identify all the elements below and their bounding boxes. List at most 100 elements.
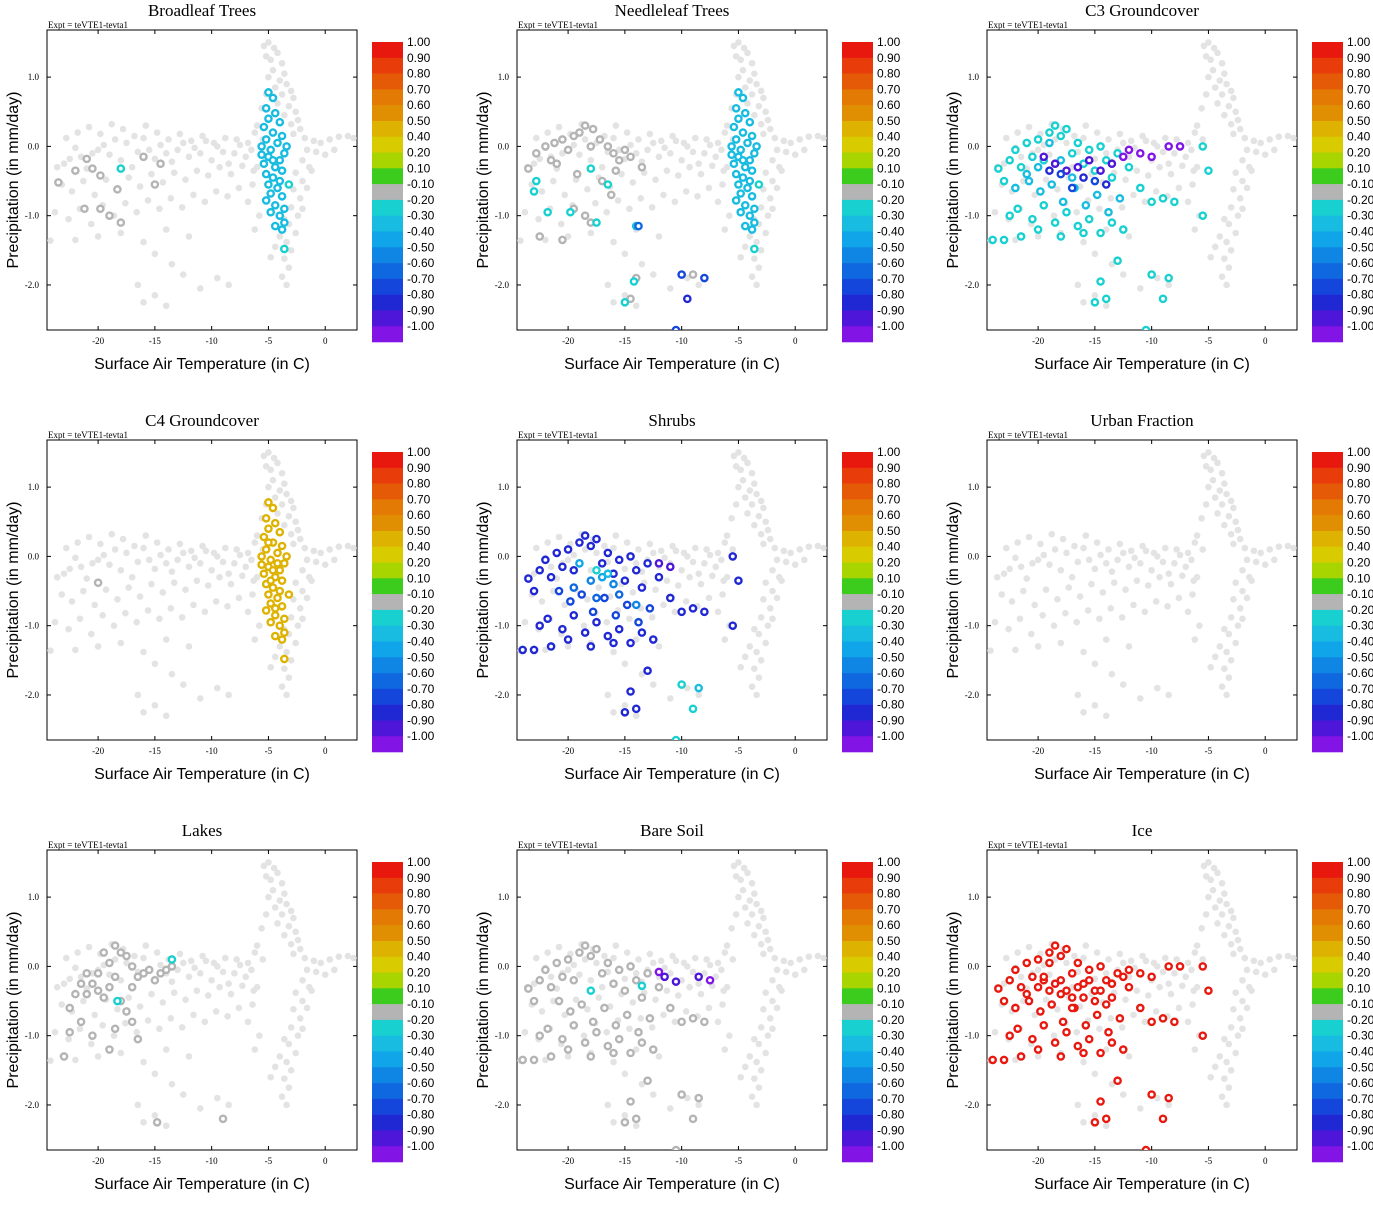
data-point [750,149,759,158]
data-point [988,1055,997,1065]
data-point [1118,1045,1128,1054]
colorbar-label: -0.80 [877,698,905,712]
background-point [1125,973,1133,981]
background-point [214,1094,221,1102]
data-point [609,1048,618,1058]
data-point [1084,975,1094,985]
data-point [1062,944,1071,954]
background-point [133,208,141,216]
y-axis-label: Precipitation (in mm/day) [5,502,22,679]
background-point [778,167,785,174]
data-point [643,969,652,978]
background-point [270,864,278,872]
background-point [1050,622,1058,629]
background-point [1068,163,1076,171]
data-point [569,610,579,620]
colorbar-swatch [842,877,873,894]
y-tick-label: -1.0 [25,1031,40,1041]
colorbar-swatch [372,515,403,532]
data-point [1050,941,1060,950]
background-point [1159,148,1167,156]
data-point [1067,173,1077,182]
colorbar-label: -0.90 [1347,303,1373,317]
background-point [1119,271,1127,278]
background-point [561,1011,568,1019]
background-point [1016,615,1024,623]
data-point [1124,965,1134,975]
data-point [1107,993,1117,1002]
background-point [140,1058,147,1066]
data-point [1013,1024,1022,1034]
data-point [563,635,573,644]
background-point [1205,39,1212,46]
colorbar-swatch [372,57,403,74]
colorbar-label: 0.70 [407,492,431,506]
background-point [1232,1049,1239,1057]
data-point [597,176,607,186]
background-point [72,236,79,244]
colorbar-label: -1.00 [1347,729,1373,743]
data-point [277,225,287,234]
background-point [269,66,277,74]
plot-area [986,29,1298,331]
background-point [1105,956,1112,963]
background-point [159,179,167,186]
background-point [1216,233,1224,240]
colorbar: 1.000.900.800.700.600.500.400.200.10-0.1… [372,35,435,343]
background-point [701,150,708,157]
background-point [148,990,155,998]
background-point [87,220,95,228]
background-point [660,191,667,199]
background-point [256,622,263,629]
background-point [1230,504,1237,512]
background-point [1082,122,1090,129]
colorbar-label: -0.10 [407,997,435,1011]
data-point [643,1076,652,1086]
background-point [714,549,722,557]
background-point [1164,602,1171,610]
background-point [170,579,178,587]
background-point [705,594,713,602]
background-point [296,1015,304,1022]
data-point [122,951,131,961]
background-point [51,1028,59,1036]
colorbar-swatch [1312,1019,1343,1036]
background-point [638,670,646,678]
background-point [1239,997,1246,1005]
plot-area [46,29,358,331]
background-point [225,1101,232,1109]
background-point [326,956,334,963]
y-tick-label: 0.0 [498,141,510,151]
background-point [1080,238,1087,246]
background-point [140,708,147,716]
background-point [1034,966,1042,974]
background-point [1191,949,1199,956]
background-point [224,602,231,610]
colorbar-label: 0.70 [1347,902,1371,916]
background-point [661,554,668,562]
data-point [1113,969,1122,978]
background-point [1205,859,1212,866]
background-point [1154,274,1161,282]
data-point [529,187,539,196]
background-point [748,683,756,690]
x-tick-label: -5 [265,746,273,756]
background-point [697,580,705,588]
background-point [674,582,682,589]
colorbar-swatch [1312,988,1343,1005]
data-point [1084,214,1094,224]
colorbar-label: 1.00 [1347,35,1371,49]
data-point [554,996,564,1006]
background-point [299,615,306,623]
background-point [250,987,257,994]
background-point [299,1025,306,1033]
background-point [694,192,701,200]
y-tick-label: -1.0 [495,211,510,221]
background-point [644,146,651,154]
background-point [1012,1056,1019,1064]
background-point [1209,886,1217,894]
x-axis-label: Surface Air Temperature (in C) [94,356,310,373]
background-point [1003,544,1010,552]
background-point [657,137,665,145]
colorbar-label: -0.80 [1347,1108,1373,1122]
